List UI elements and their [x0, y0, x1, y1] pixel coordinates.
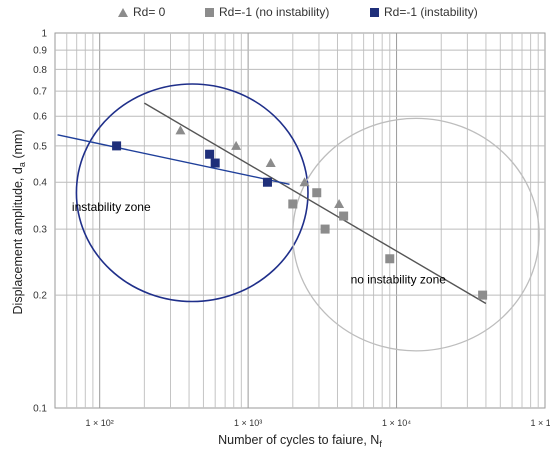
square-marker-icon	[370, 8, 379, 18]
x-tick-labels: 1 × 10² 1 × 10³ 1 × 10⁴ 1 × 10⁵	[86, 418, 550, 428]
zone-labels: instability zone no instability zone	[72, 200, 446, 286]
y-axis-label: Displacement amplitude, da (mm)	[11, 130, 27, 315]
square-point	[262, 177, 272, 187]
y-tick-label: 0.5	[33, 141, 47, 152]
triangle-point	[265, 158, 276, 168]
zone-label: instability zone	[72, 200, 151, 214]
triangle-point	[299, 177, 310, 187]
legend-item-rd0: Rd= 0	[118, 5, 165, 19]
legend-label: Rd=-1 (no instability)	[219, 5, 330, 19]
triangle-point	[175, 125, 186, 135]
y-tick-label: 0.2	[33, 291, 47, 302]
triangle-point	[231, 140, 242, 150]
triangle-marker-icon	[118, 8, 128, 18]
y-tick-label: 0.1	[33, 404, 47, 415]
square-point	[339, 211, 349, 221]
y-tick-label: 1	[41, 29, 47, 40]
square-point	[312, 188, 322, 198]
y-tick-label: 0.8	[33, 65, 47, 76]
y-tick-label: 0.6	[33, 112, 47, 123]
trend-line	[144, 102, 487, 305]
square-point	[210, 158, 220, 168]
y-tick-label: 0.4	[33, 178, 47, 189]
x-tick-label: 1 × 10²	[86, 418, 114, 428]
trend-lines	[57, 102, 487, 305]
square-point	[112, 141, 122, 151]
square-marker-icon	[205, 8, 214, 18]
x-tick-label: 1 × 10⁵	[530, 418, 550, 428]
zones	[75, 83, 540, 352]
legend-item-rd-1-no-instability: Rd=-1 (no instability)	[205, 5, 329, 19]
square-point	[205, 149, 215, 159]
zone-label: no instability zone	[351, 272, 447, 286]
x-axis-label: Number of cycles to faiure, Nf	[218, 433, 382, 449]
legend-item-rd-1-instability: Rd=-1 (instability)	[370, 5, 478, 19]
zone-ellipse	[292, 117, 540, 352]
legend: Rd= 0 Rd=-1 (no instability) Rd=-1 (inst…	[0, 3, 550, 21]
y-tick-label: 0.3	[33, 225, 47, 236]
square-point	[320, 224, 330, 234]
legend-label: Rd=-1 (instability)	[384, 5, 478, 19]
triangle-point	[334, 198, 345, 208]
trend-line	[57, 134, 290, 185]
data-points	[112, 125, 488, 300]
square-point	[385, 254, 395, 264]
y-tick-labels: 0.1 0.2 0.3 0.4 0.5 0.6 0.7 0.8 0.9 1	[33, 29, 47, 415]
legend-label: Rd= 0	[133, 5, 166, 19]
square-point	[478, 290, 488, 300]
square-point	[288, 199, 298, 209]
y-tick-label: 0.7	[33, 87, 47, 98]
grid	[54, 32, 546, 409]
x-tick-label: 1 × 10⁴	[382, 418, 411, 428]
zone-ellipse	[75, 83, 309, 303]
y-tick-label: 0.9	[33, 46, 47, 57]
x-tick-label: 1 × 10³	[234, 418, 262, 428]
plot-frame	[54, 32, 546, 409]
